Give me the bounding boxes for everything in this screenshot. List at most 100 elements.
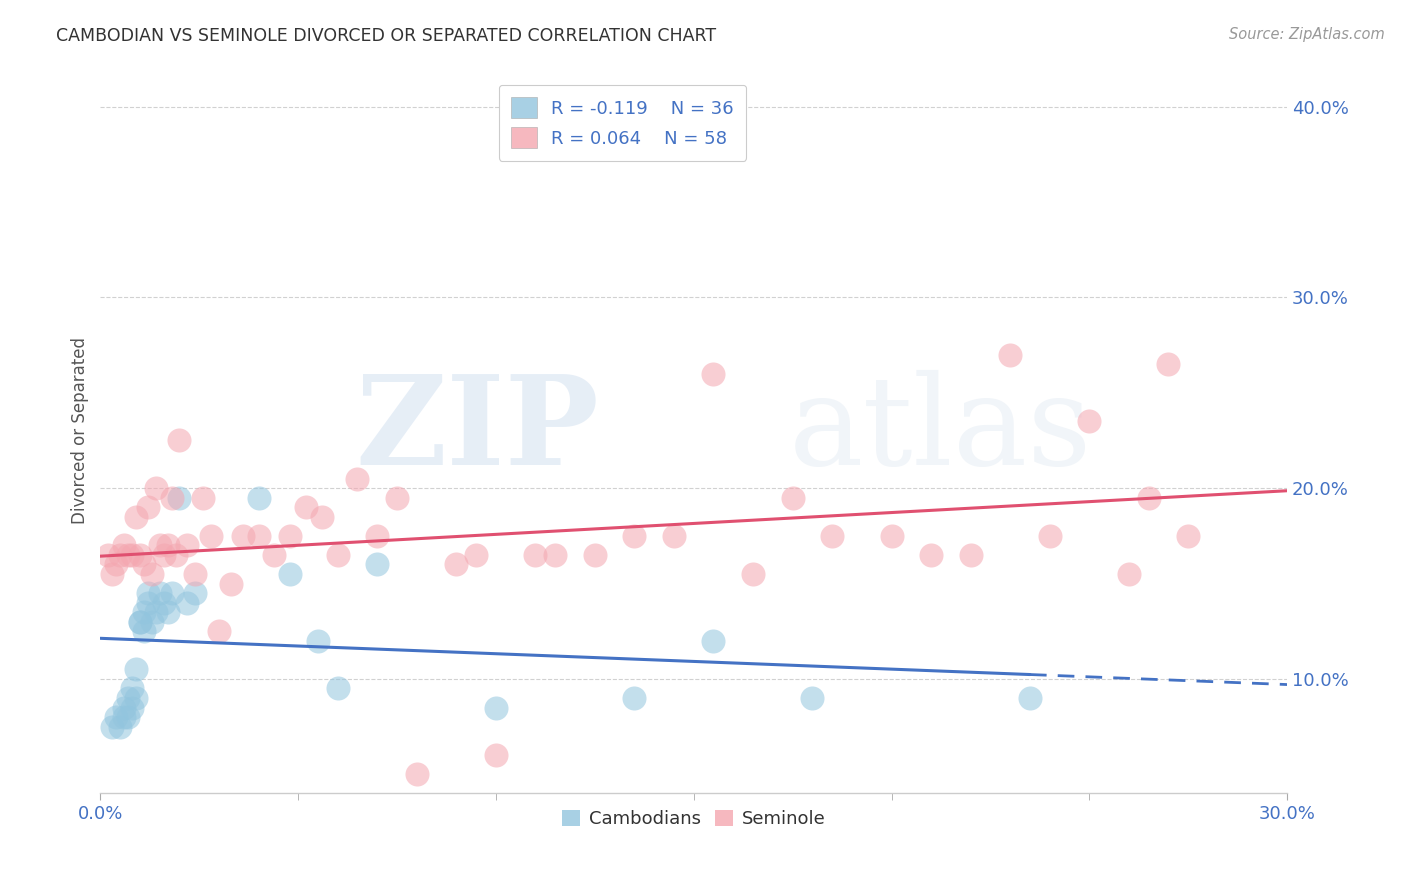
- Point: [247, 529, 270, 543]
- Point: [405, 767, 427, 781]
- Point: [583, 548, 606, 562]
- Point: [132, 624, 155, 639]
- Point: [278, 566, 301, 581]
- Point: [623, 690, 645, 705]
- Point: [101, 566, 124, 581]
- Point: [263, 548, 285, 562]
- Point: [485, 748, 508, 763]
- Point: [782, 491, 804, 505]
- Point: [232, 529, 254, 543]
- Point: [160, 491, 183, 505]
- Point: [662, 529, 685, 543]
- Point: [1118, 566, 1140, 581]
- Point: [200, 529, 222, 543]
- Point: [156, 605, 179, 619]
- Point: [247, 491, 270, 505]
- Point: [920, 548, 942, 562]
- Point: [346, 472, 368, 486]
- Point: [446, 558, 468, 572]
- Point: [121, 681, 143, 696]
- Point: [125, 690, 148, 705]
- Point: [311, 509, 333, 524]
- Point: [278, 529, 301, 543]
- Point: [485, 700, 508, 714]
- Point: [524, 548, 547, 562]
- Text: ZIP: ZIP: [356, 370, 599, 491]
- Point: [176, 538, 198, 552]
- Point: [117, 710, 139, 724]
- Point: [117, 548, 139, 562]
- Point: [1078, 414, 1101, 428]
- Point: [141, 566, 163, 581]
- Y-axis label: Divorced or Separated: Divorced or Separated: [72, 337, 89, 524]
- Point: [152, 548, 174, 562]
- Point: [623, 529, 645, 543]
- Point: [219, 576, 242, 591]
- Point: [108, 548, 131, 562]
- Point: [544, 548, 567, 562]
- Text: CAMBODIAN VS SEMINOLE DIVORCED OR SEPARATED CORRELATION CHART: CAMBODIAN VS SEMINOLE DIVORCED OR SEPARA…: [56, 27, 717, 45]
- Point: [156, 538, 179, 552]
- Point: [121, 700, 143, 714]
- Point: [307, 633, 329, 648]
- Text: Source: ZipAtlas.com: Source: ZipAtlas.com: [1229, 27, 1385, 42]
- Point: [184, 586, 207, 600]
- Point: [742, 566, 765, 581]
- Point: [169, 491, 191, 505]
- Point: [136, 586, 159, 600]
- Point: [1039, 529, 1062, 543]
- Point: [160, 586, 183, 600]
- Point: [295, 500, 318, 515]
- Point: [125, 662, 148, 676]
- Point: [1157, 357, 1180, 371]
- Point: [208, 624, 231, 639]
- Point: [193, 491, 215, 505]
- Point: [112, 700, 135, 714]
- Legend: Cambodians, Seminole: Cambodians, Seminole: [554, 802, 834, 835]
- Point: [998, 348, 1021, 362]
- Point: [326, 681, 349, 696]
- Point: [125, 509, 148, 524]
- Point: [117, 690, 139, 705]
- Point: [129, 615, 152, 629]
- Point: [105, 558, 128, 572]
- Point: [145, 481, 167, 495]
- Point: [129, 548, 152, 562]
- Point: [112, 538, 135, 552]
- Point: [152, 596, 174, 610]
- Point: [385, 491, 408, 505]
- Point: [1137, 491, 1160, 505]
- Point: [136, 596, 159, 610]
- Point: [121, 548, 143, 562]
- Point: [326, 548, 349, 562]
- Text: atlas: atlas: [789, 370, 1092, 491]
- Point: [108, 720, 131, 734]
- Point: [149, 586, 172, 600]
- Point: [184, 566, 207, 581]
- Point: [132, 558, 155, 572]
- Point: [465, 548, 488, 562]
- Point: [112, 710, 135, 724]
- Point: [366, 529, 388, 543]
- Point: [821, 529, 844, 543]
- Point: [169, 434, 191, 448]
- Point: [129, 615, 152, 629]
- Point: [880, 529, 903, 543]
- Point: [702, 367, 724, 381]
- Point: [176, 596, 198, 610]
- Point: [141, 615, 163, 629]
- Point: [801, 690, 824, 705]
- Point: [132, 605, 155, 619]
- Point: [101, 720, 124, 734]
- Point: [1019, 690, 1042, 705]
- Point: [97, 548, 120, 562]
- Point: [105, 710, 128, 724]
- Point: [1177, 529, 1199, 543]
- Point: [959, 548, 981, 562]
- Point: [145, 605, 167, 619]
- Point: [702, 633, 724, 648]
- Point: [136, 500, 159, 515]
- Point: [366, 558, 388, 572]
- Point: [149, 538, 172, 552]
- Point: [165, 548, 187, 562]
